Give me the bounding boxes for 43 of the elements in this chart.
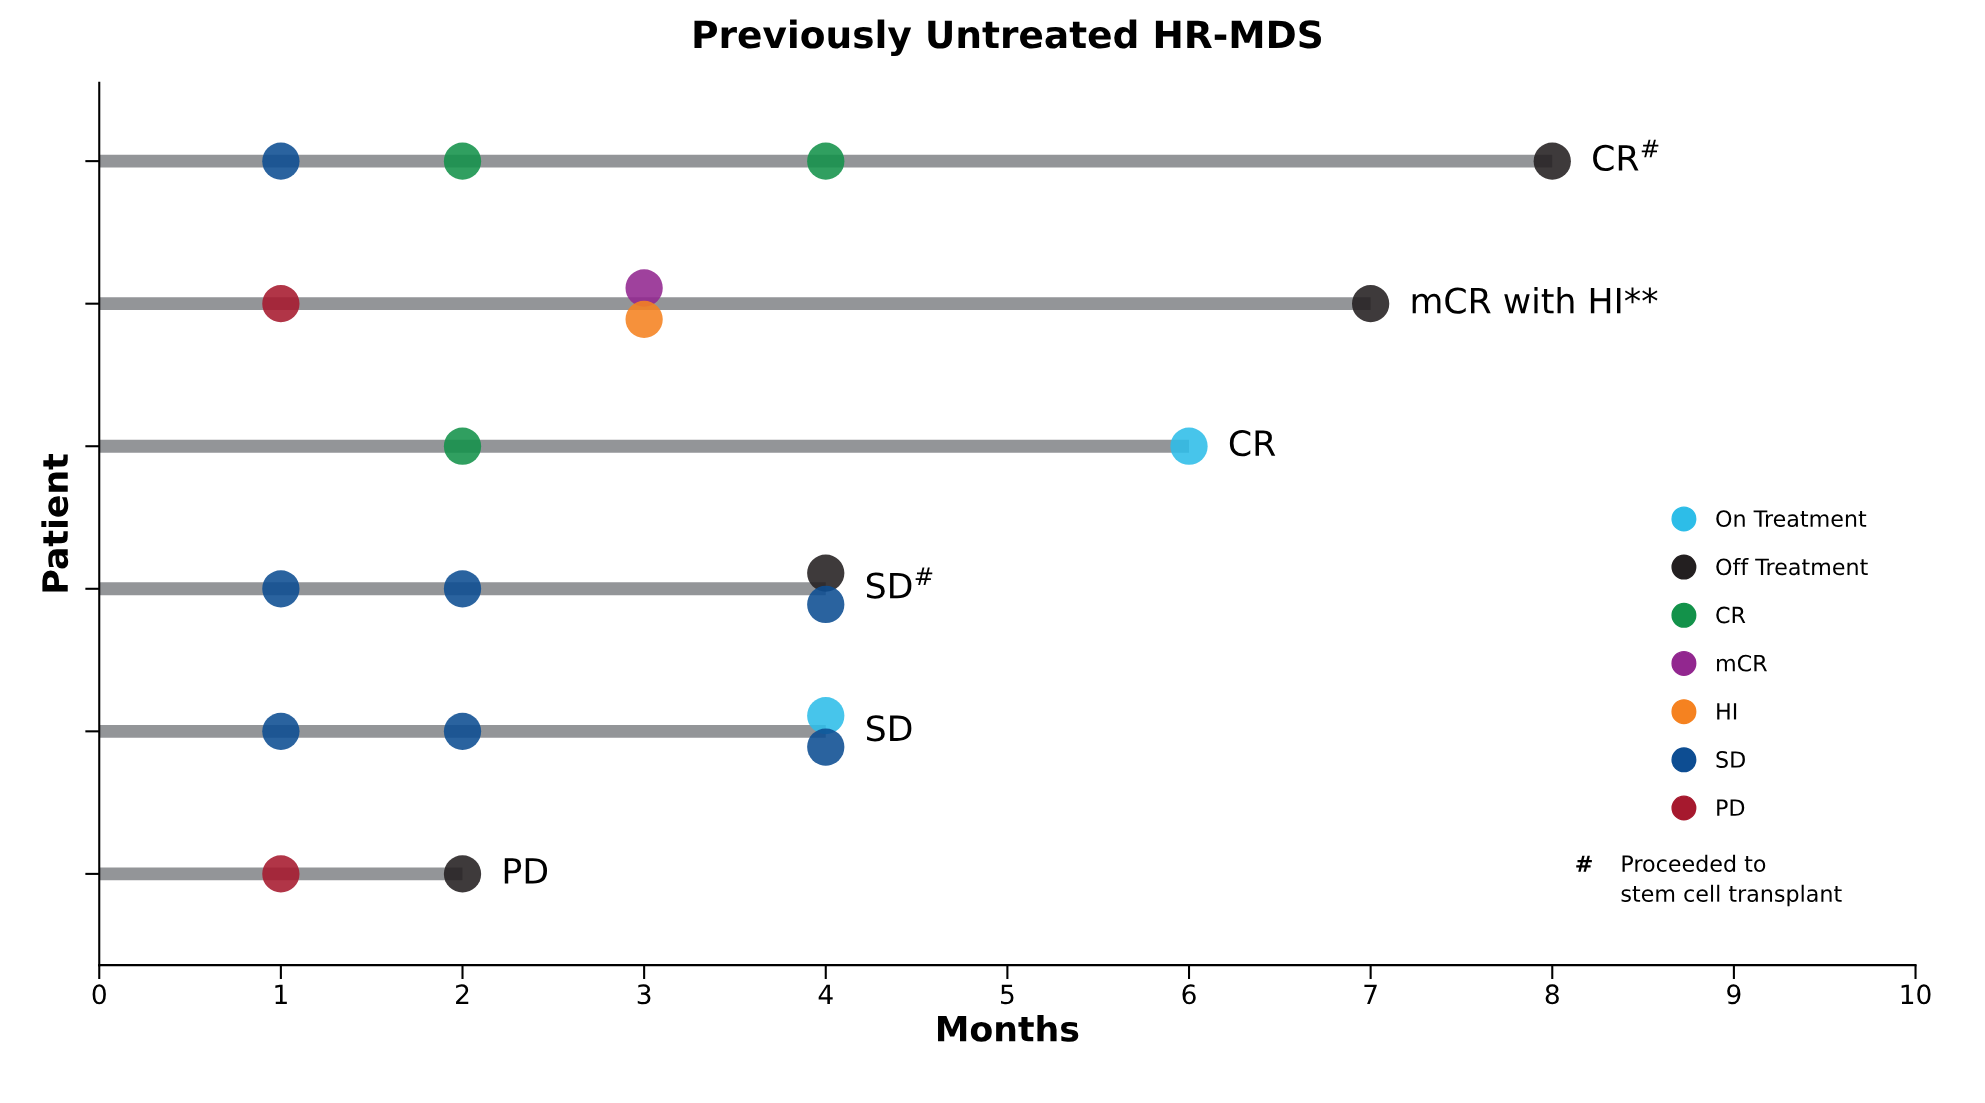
legend-label: SD xyxy=(1716,751,1745,768)
point xyxy=(443,712,482,750)
x-tick-label: 6 xyxy=(1182,984,1196,1005)
legend-label: PD xyxy=(1717,799,1745,816)
point xyxy=(443,855,482,893)
x-axis-title: Months xyxy=(938,1014,1079,1042)
point xyxy=(1170,427,1208,465)
data-label: PD xyxy=(504,858,548,884)
data-label: CR xyxy=(1229,430,1276,457)
x-tick-label: 3 xyxy=(637,984,651,1005)
point xyxy=(443,427,482,465)
annotation: # xyxy=(1576,855,1592,872)
x-tick-label: 10 xyxy=(1901,984,1931,1005)
annotation: Proceeded to stem cell transplant xyxy=(1621,854,1842,907)
x-tick-label: 9 xyxy=(1727,984,1741,1005)
data-label: SD$^{#}$ xyxy=(866,567,933,599)
x-tick-label: 5 xyxy=(1001,984,1014,1005)
point xyxy=(443,142,482,180)
data-label: mCR with HI** xyxy=(1412,286,1658,314)
x-tick-label: 4 xyxy=(818,984,833,1004)
data-label: CR$^{#}$ xyxy=(1593,139,1659,172)
point xyxy=(262,285,300,323)
point xyxy=(262,855,300,893)
point xyxy=(1352,285,1390,323)
point xyxy=(807,142,845,180)
y-axis-title: Patient xyxy=(41,454,69,592)
x-tick-label: 1 xyxy=(275,984,287,1004)
legend-label: mCR xyxy=(1717,654,1767,672)
data-label: SD xyxy=(866,715,912,742)
x-tick-label: 2 xyxy=(456,984,469,1004)
legend-label: HI xyxy=(1717,703,1737,720)
point xyxy=(443,570,482,608)
legend-label: CR xyxy=(1716,606,1746,624)
point xyxy=(1533,142,1571,180)
x-tick-label: 0 xyxy=(92,984,106,1005)
x-tick-label: 7 xyxy=(1364,984,1377,1004)
chart-title: Previously Untreated HR-MDS xyxy=(694,19,1321,57)
point xyxy=(262,570,300,608)
legend-label: Off Treatment xyxy=(1716,558,1868,576)
legend-label: On Treatment xyxy=(1716,510,1867,528)
point xyxy=(262,712,300,750)
x-tick-label: 8 xyxy=(1545,984,1559,1005)
point xyxy=(262,142,300,180)
